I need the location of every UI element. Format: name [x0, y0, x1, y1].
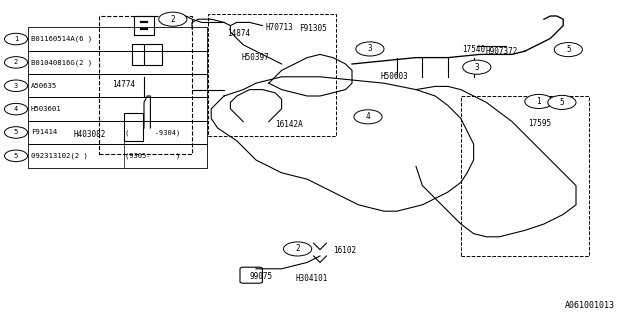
Text: 4: 4 [365, 112, 371, 121]
Text: 5: 5 [14, 130, 18, 135]
Text: 4: 4 [14, 106, 18, 112]
Text: (      -9304): ( -9304) [125, 129, 180, 136]
Text: F91305: F91305 [300, 24, 327, 33]
Text: B01160514A(6 ): B01160514A(6 ) [31, 36, 92, 42]
Text: 1: 1 [14, 36, 18, 42]
Text: 17595: 17595 [528, 119, 551, 128]
Text: 14874: 14874 [227, 29, 250, 38]
Circle shape [4, 80, 28, 92]
Text: 5: 5 [559, 98, 564, 107]
Circle shape [356, 42, 384, 56]
Text: H907372: H907372 [485, 47, 518, 56]
Circle shape [554, 43, 582, 57]
Circle shape [354, 110, 382, 124]
Text: 5: 5 [14, 153, 18, 159]
Text: 14774: 14774 [112, 80, 135, 89]
Text: H304101: H304101 [296, 274, 328, 283]
Text: 17540: 17540 [462, 45, 485, 54]
Text: 2: 2 [170, 15, 175, 24]
Text: H403082: H403082 [74, 130, 106, 139]
Text: 3: 3 [474, 63, 479, 72]
Text: 3: 3 [367, 44, 372, 53]
Text: 092313102(2 ): 092313102(2 ) [31, 153, 88, 159]
Text: (9305-      ): (9305- ) [125, 153, 180, 159]
Text: F91414: F91414 [31, 130, 57, 135]
Circle shape [4, 33, 28, 45]
Text: H503601: H503601 [31, 106, 61, 112]
Text: H50397: H50397 [242, 53, 269, 62]
Text: H50603: H50603 [381, 72, 408, 81]
Text: 99075: 99075 [250, 272, 273, 281]
Text: 1: 1 [536, 97, 541, 106]
Text: A061001013: A061001013 [564, 301, 614, 310]
Text: 2: 2 [295, 244, 300, 253]
Text: B01040816G(2 ): B01040816G(2 ) [31, 59, 92, 66]
Text: 2: 2 [14, 60, 18, 65]
Circle shape [4, 57, 28, 68]
Circle shape [4, 150, 28, 162]
Circle shape [4, 103, 28, 115]
Circle shape [548, 95, 576, 109]
Circle shape [284, 242, 312, 256]
Text: 3: 3 [14, 83, 18, 89]
Text: A50635: A50635 [31, 83, 57, 89]
Circle shape [159, 12, 187, 26]
Text: 16102: 16102 [333, 246, 356, 255]
Text: 16142A: 16142A [275, 120, 303, 129]
Circle shape [4, 127, 28, 138]
Circle shape [525, 94, 553, 108]
Text: 5: 5 [566, 45, 571, 54]
Circle shape [463, 60, 491, 74]
Text: H70713: H70713 [266, 23, 293, 32]
